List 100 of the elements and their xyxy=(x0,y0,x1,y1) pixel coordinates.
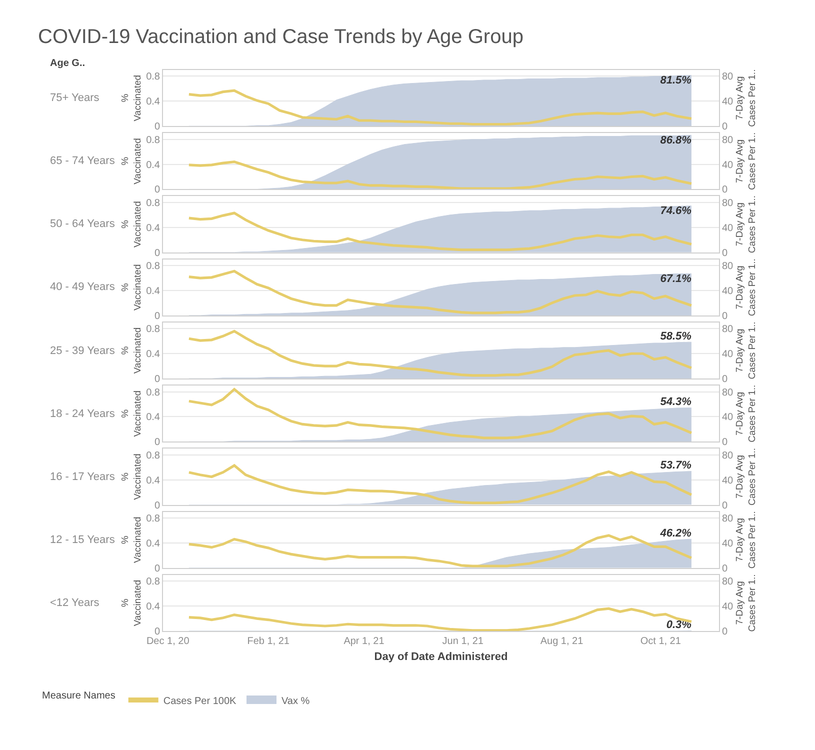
y2-tick-label: 40 xyxy=(722,96,734,108)
y-axis-title: % Vaccinated xyxy=(120,327,144,374)
y-tick-label: 0.4 xyxy=(146,602,160,613)
y-axis-title: % Vaccinated xyxy=(120,516,144,563)
x-tick-label: Apr 1, 21 xyxy=(344,636,385,647)
y-axis-title: % Vaccinated xyxy=(120,74,144,122)
y2-tick-label: 0 xyxy=(722,437,728,448)
text: 25 - 39 Years xyxy=(50,345,116,357)
y-tick-label: 0.4 xyxy=(146,160,160,171)
line-series xyxy=(188,160,693,190)
y-tick-label: 0.4 xyxy=(146,475,160,486)
y-axis-title: % Vaccinated xyxy=(120,454,144,500)
y2-tick-label: 80 xyxy=(722,576,734,588)
legend-label: Cases Per 100K xyxy=(163,696,237,707)
y-tick-label: 0.8 xyxy=(146,261,160,272)
legend-title: Measure Names xyxy=(42,690,116,702)
y2-axis-title: 7-Day Avg Cases Per 1.. xyxy=(734,195,758,254)
text: 40 - 49 Years xyxy=(50,281,116,293)
y2-tick-label: 40 xyxy=(722,602,734,613)
y2-tick-label: 80 xyxy=(722,198,734,209)
y-axis-title: % Vaccinated xyxy=(120,390,144,437)
y2-axis-title: 7-Day Avg Cases Per 1.. xyxy=(734,258,758,316)
x-tick-label: Dec 1, 20 xyxy=(146,636,190,647)
y2-tick-label: 80 xyxy=(722,387,734,398)
text: 12 - 15 Years xyxy=(50,534,116,546)
y2-tick-label: 0 xyxy=(722,500,728,512)
y2-tick-label: 40 xyxy=(722,412,734,424)
y-tick-label: 0.8 xyxy=(146,324,160,336)
y2-tick-label: 80 xyxy=(722,134,734,146)
y-tick-label: 0.4 xyxy=(146,349,160,360)
y2-tick-label: 40 xyxy=(722,286,734,298)
data-label: 0.3% xyxy=(666,619,692,632)
y2-tick-label: 80 xyxy=(722,324,734,336)
text: 65 - 74 Years xyxy=(50,155,116,167)
y2-tick-label: 80 xyxy=(722,450,734,462)
y2-tick-label: 0 xyxy=(722,122,728,133)
line-series xyxy=(188,89,693,126)
x-tick-label: Oct 1, 21 xyxy=(640,636,682,647)
y-tick-label: 0 xyxy=(154,500,160,512)
data-label: 86.8% xyxy=(660,134,692,146)
x-tick-label: Jun 1, 21 xyxy=(442,636,484,647)
text: 16 - 17 Years xyxy=(50,471,116,483)
y2-axis-title: 7-Day Avg Cases Per 1.. xyxy=(734,384,758,442)
line-series xyxy=(188,388,693,440)
y-axis-title: % Vaccinated xyxy=(120,138,144,184)
y2-tick-label: 80 xyxy=(722,72,734,83)
x-tick-label: Feb 1, 21 xyxy=(247,636,290,647)
y2-tick-label: 40 xyxy=(722,475,734,486)
y-tick-label: 0.8 xyxy=(146,450,160,462)
y2-tick-label: 40 xyxy=(722,160,734,171)
y-tick-label: 0.8 xyxy=(146,72,160,83)
y2-tick-label: 0 xyxy=(722,563,728,574)
data-label: 74.6% xyxy=(660,205,692,218)
y-tick-label: 0 xyxy=(154,626,160,638)
y-tick-label: 0.8 xyxy=(146,198,160,209)
text: Age G.. xyxy=(50,58,86,69)
text: <12 Years xyxy=(50,597,100,609)
y2-tick-label: 0 xyxy=(722,248,728,259)
y2-tick-label: 0 xyxy=(722,374,728,386)
y-tick-label: 0.4 xyxy=(146,412,160,424)
data-label: 58.5% xyxy=(660,330,692,342)
y2-tick-label: 80 xyxy=(722,514,734,525)
y2-axis-title: 7-Day Avg Cases Per 1.. xyxy=(734,132,758,190)
data-label: 81.5% xyxy=(660,74,692,87)
line-series xyxy=(188,607,693,631)
y-tick-label: 0 xyxy=(154,563,160,574)
y2-tick-label: 0 xyxy=(722,184,728,196)
y-tick-label: 0 xyxy=(154,184,160,196)
y2-axis-title: 7-Day Avg Cases Per 1.. xyxy=(734,574,758,632)
legend-label: Vax % xyxy=(282,696,310,707)
y-axis-title: % Vaccinated xyxy=(120,201,144,248)
chart-title: COVID-19 Vaccination and Case Trends by Age Group xyxy=(38,26,524,48)
data-label: 46.2% xyxy=(659,527,692,540)
x-axis-title: Day of Date Administered xyxy=(374,651,508,664)
y-tick-label: 0 xyxy=(154,248,160,259)
y-tick-label: 0.4 xyxy=(146,222,160,234)
data-label: 53.7% xyxy=(660,460,692,472)
y-tick-label: 0.8 xyxy=(146,134,160,146)
y-tick-label: 0 xyxy=(154,374,160,386)
y2-tick-label: 40 xyxy=(722,222,734,234)
y2-axis-title: 7-Day Avg Cases Per 1.. xyxy=(734,511,758,569)
y2-tick-label: 40 xyxy=(722,538,734,550)
y-tick-label: 0.4 xyxy=(146,286,160,298)
line-series xyxy=(188,330,693,377)
data-label: 67.1% xyxy=(660,272,692,285)
text: 50 - 64 Years xyxy=(50,218,116,230)
y2-axis-title: 7-Day Avg Cases Per 1.. xyxy=(734,448,758,506)
y-tick-label: 0 xyxy=(154,122,160,133)
y2-tick-label: 40 xyxy=(722,349,734,360)
x-tick-label: Aug 1, 21 xyxy=(540,636,584,647)
y-tick-label: 0 xyxy=(154,310,160,322)
y2-tick-label: 0 xyxy=(722,310,728,322)
y-tick-label: 0.8 xyxy=(146,387,160,398)
data-label: 54.3% xyxy=(660,396,692,408)
y-axis-title: % Vaccinated xyxy=(120,264,144,311)
y2-tick-label: 80 xyxy=(722,261,734,272)
y2-axis-title: 7-Day Avg Cases Per 1.. xyxy=(734,322,758,380)
y2-tick-label: 0 xyxy=(722,626,728,638)
y2-axis-title: 7-Day Avg Cases Per 1.. xyxy=(734,69,758,127)
text: 18 - 24 Years xyxy=(50,408,116,420)
